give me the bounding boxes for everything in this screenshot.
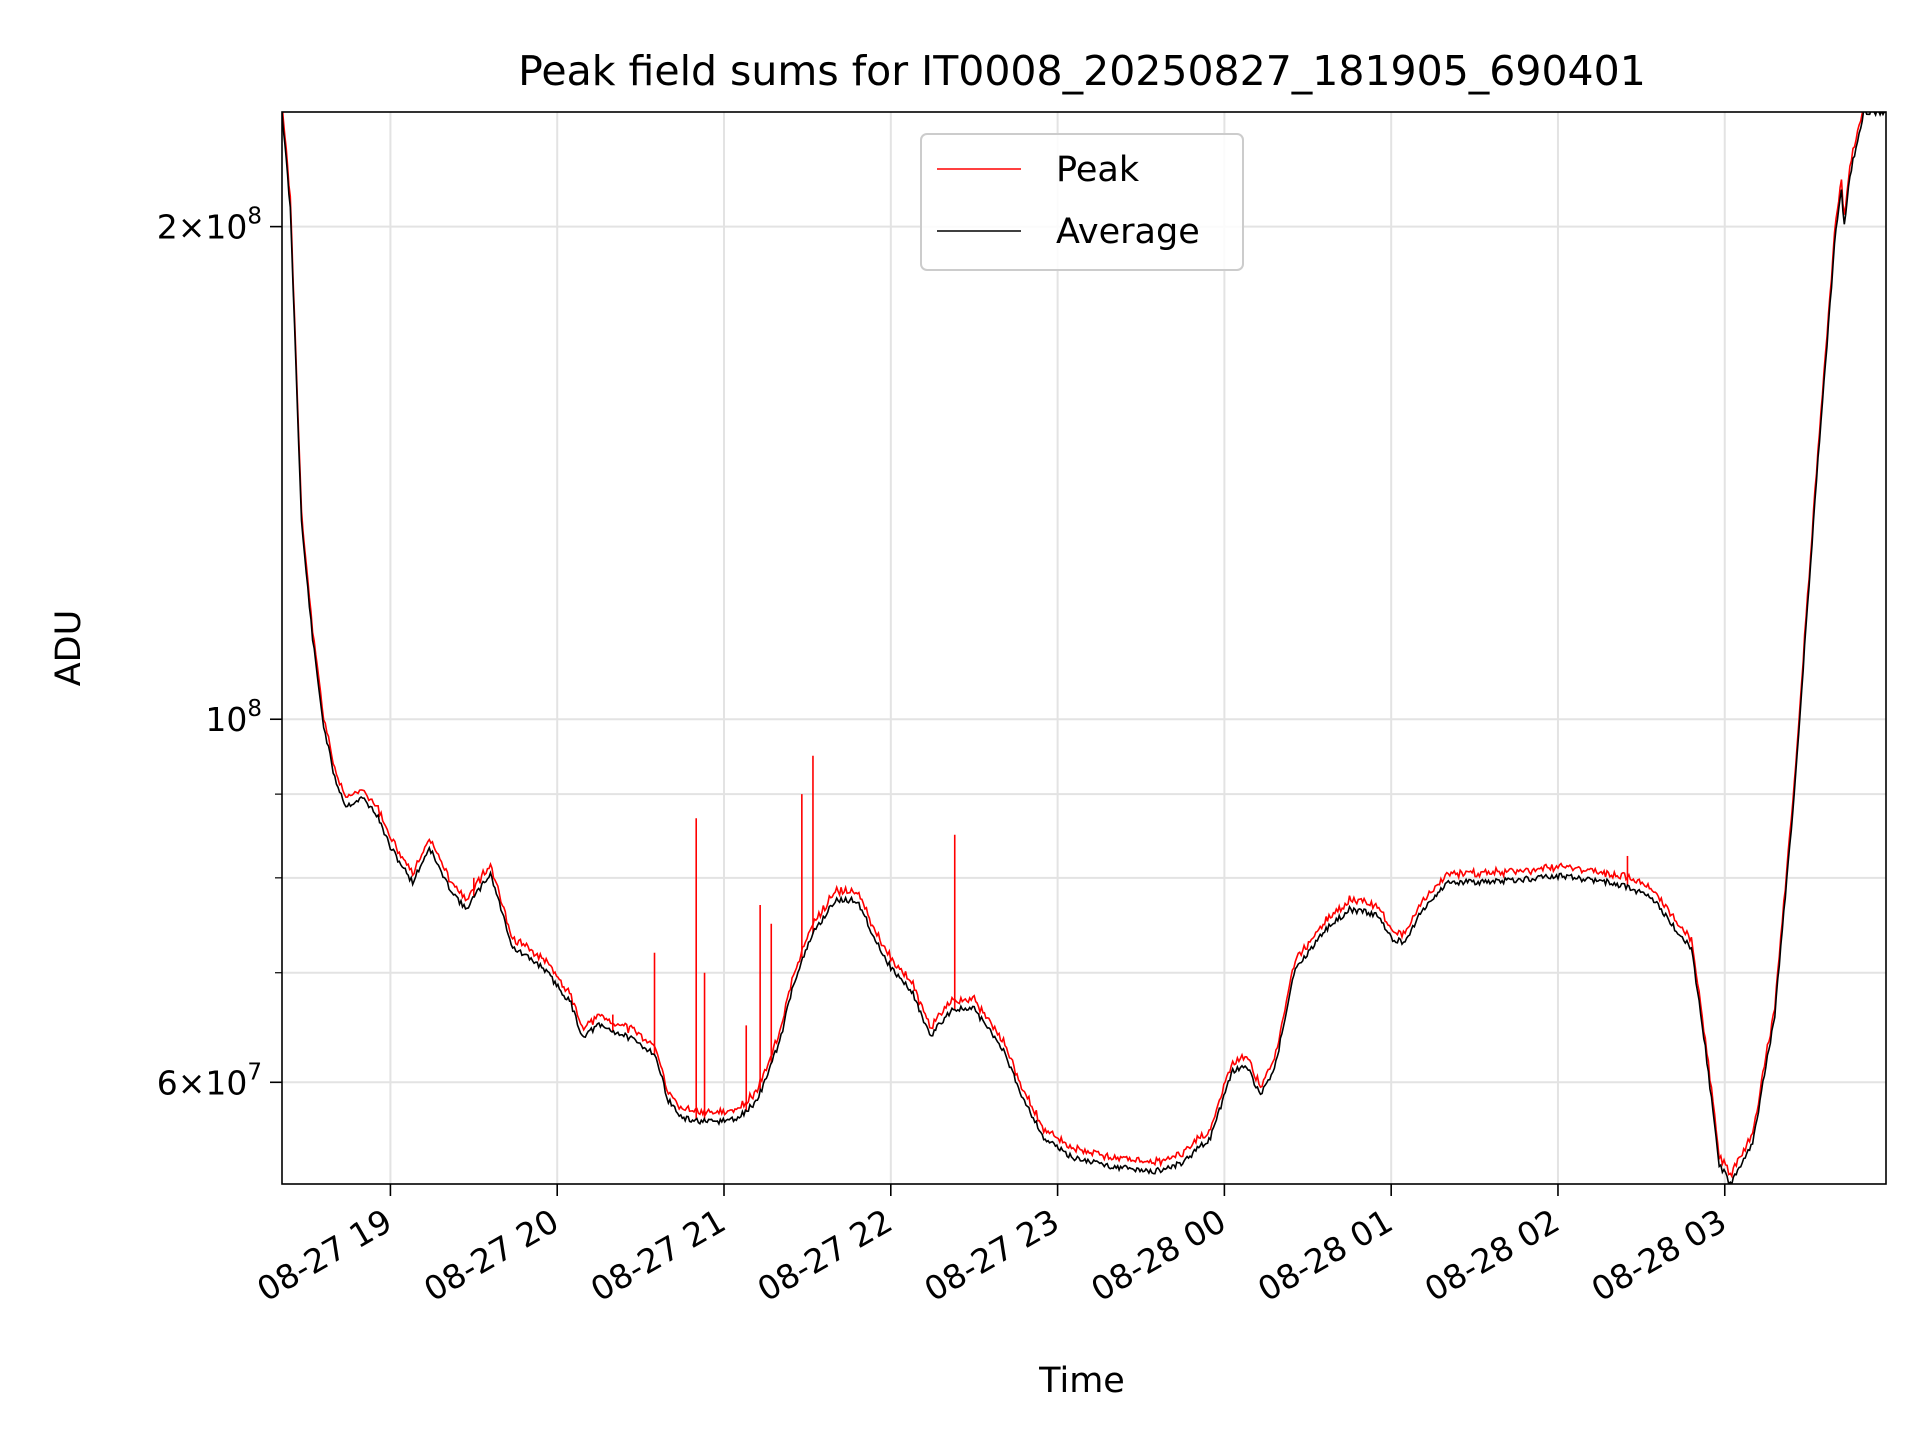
legend-average-label: Average: [1056, 212, 1200, 252]
y-tick-label: 6×107: [157, 1059, 262, 1102]
legend-box: [920, 133, 1244, 271]
series-peak-line: [282, 112, 1864, 1179]
plot-frame: [281, 111, 1887, 1185]
y-axis-ticks: 6×107 108 2×108: [157, 204, 282, 1102]
legend: Peak Average: [920, 133, 1244, 271]
series-average-line: [282, 112, 1886, 1184]
y-axis-label: ADU: [49, 610, 89, 687]
series-layer: [282, 112, 1886, 1184]
y-tick-label: 108: [205, 696, 262, 739]
x-axis-label: Time: [1038, 1361, 1125, 1401]
legend-peak-label: Peak: [1056, 150, 1140, 190]
y-tick-label: 2×108: [157, 204, 262, 247]
chart-title: Peak field sums for IT0008_20250827_1819…: [518, 47, 1646, 95]
